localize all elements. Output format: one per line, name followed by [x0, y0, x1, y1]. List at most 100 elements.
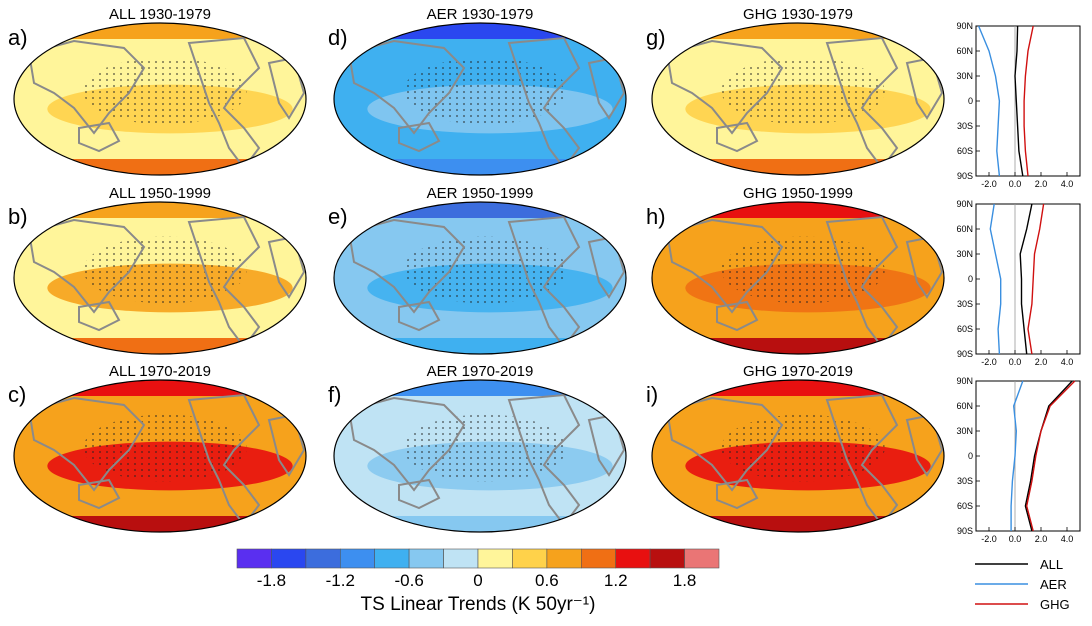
map-field-north-polar: [14, 202, 306, 218]
map-panel: ALL 1930-1979 a): [8, 6, 307, 176]
map-continents: [347, 393, 626, 527]
lat-tick-label: 90N: [956, 376, 973, 386]
panel-letter: c): [8, 382, 26, 407]
map-outline: [13, 201, 307, 355]
lat-tick-label: 30N: [956, 249, 973, 259]
profile-line-aer: [989, 203, 1002, 355]
continent-eurasia-outline: [27, 218, 146, 314]
profile-line-ghg: [1027, 203, 1045, 355]
map-panel: ALL 1970-2019 c): [8, 363, 307, 533]
colorbar-swatch: [408, 548, 444, 569]
map-continents: [27, 393, 306, 527]
map-outline: [651, 379, 945, 533]
map-panel: GHG 1970-2019 i): [646, 363, 945, 533]
profile-panel: 90N 60N 30N 0 30S 60S 90S -2.0 0.0 2.0 4.0: [956, 199, 1081, 367]
map-field: [14, 380, 306, 532]
colorbar-tick-label: 1.8: [673, 571, 697, 590]
panel-letter: e): [328, 204, 348, 229]
continent-americas-outline: [825, 215, 899, 349]
map-field-north-polar: [14, 380, 306, 396]
map-outline: [651, 22, 945, 176]
colorbar-swatch: [443, 548, 479, 569]
lat-tick-label: 60N: [956, 224, 973, 234]
lat-tick-label: 0: [968, 274, 973, 284]
x-tick-label: 4.0: [1061, 534, 1074, 544]
colorbar-swatch: [649, 548, 685, 569]
colorbar-swatch: [684, 548, 720, 569]
continent-eurasia-outline: [665, 39, 784, 135]
map-title: ALL 1930-1979: [109, 6, 211, 23]
continent-eurasia-outline: [665, 218, 784, 314]
panel-letter: h): [646, 204, 666, 229]
colorbar-swatch: [512, 548, 548, 569]
zonal-profiles: 90N 60N 30N 0 30S 60S 90S -2.0 0.0 2.0 4.0 90N 60N 30…: [956, 21, 1081, 544]
continent-australia-outline: [78, 300, 121, 332]
map-field-north-polar: [652, 23, 944, 39]
map-panel: GHG 1950-1999 h): [646, 185, 945, 355]
continent-australia-outline: [398, 300, 441, 332]
profile-line-ghg: [1025, 380, 1076, 532]
lat-tick-label: 90N: [956, 21, 973, 31]
profile-line-all: [1014, 25, 1024, 177]
x-tick-label: -2.0: [981, 534, 997, 544]
map-field-north-polar: [334, 23, 626, 39]
map-field-north-polar: [334, 202, 626, 218]
colorbar-tick-label: 0.6: [535, 571, 559, 590]
legend-label: AER: [1040, 577, 1067, 592]
lat-tick-label: 0: [968, 451, 973, 461]
continent-eurasia-outline: [347, 218, 466, 314]
map-field-south-polar: [652, 516, 944, 532]
map-field: [14, 23, 306, 175]
colorbar-title: TS Linear Trends (K 50yr⁻¹): [361, 594, 596, 615]
panel-letter: d): [328, 25, 348, 50]
map-panel: AER 1930-1979 d): [328, 6, 627, 176]
map-field: [14, 202, 306, 354]
profile-line-aer: [977, 25, 1001, 177]
map-field-north-polar: [334, 380, 626, 396]
map-field-north-polar: [14, 23, 306, 39]
colorbar-tick-label: -1.8: [257, 571, 286, 590]
colorbar-tick-label: -1.2: [326, 571, 355, 590]
map-continents: [665, 36, 944, 170]
x-tick-label: 2.0: [1035, 534, 1048, 544]
map-title: AER 1970-2019: [427, 363, 534, 380]
continent-australia-outline: [398, 478, 441, 510]
map-field-north-polar: [652, 202, 944, 218]
panel-letter: f): [328, 382, 341, 407]
continent-americas-outline: [825, 36, 899, 170]
continent-eurasia-outline: [27, 39, 146, 135]
profile-line-all: [1024, 380, 1073, 532]
continent-americas-outline: [507, 393, 581, 527]
map-title: GHG 1950-1999: [743, 185, 853, 202]
map-field-south-polar: [334, 159, 626, 175]
map-field: [334, 380, 626, 532]
map-outline: [13, 379, 307, 533]
continent-australia-outline: [398, 121, 441, 153]
colorbar-tick-label: -0.6: [394, 571, 423, 590]
colorbar-swatch: [546, 548, 582, 569]
lat-tick-label: 60S: [957, 501, 973, 511]
continent-australia-outline: [716, 300, 759, 332]
lat-tick-label: 90S: [957, 526, 973, 536]
map-stippling: [403, 414, 567, 482]
colorbar-swatch: [615, 548, 651, 569]
map-field-south-polar: [652, 159, 944, 175]
profile-line-ghg: [1023, 25, 1034, 177]
map-field-south-polar: [334, 338, 626, 354]
continent-americas-outline: [187, 215, 261, 349]
continent-eurasia-outline: [27, 396, 146, 492]
map-stippling: [83, 57, 247, 125]
lat-tick-label: 0: [968, 96, 973, 106]
panel-letter: b): [8, 204, 28, 229]
profile-frame: [975, 380, 1081, 532]
map-field-south-polar: [14, 338, 306, 354]
continent-eurasia-outline: [665, 396, 784, 492]
map-outline: [333, 201, 627, 355]
profile-line-aer: [1010, 380, 1024, 531]
colorbar-swatch: [477, 548, 513, 569]
map-title: ALL 1950-1999: [109, 185, 211, 202]
map-outline: [333, 22, 627, 176]
continent-eurasia-outline: [347, 39, 466, 135]
map-field-north-polar: [652, 380, 944, 396]
